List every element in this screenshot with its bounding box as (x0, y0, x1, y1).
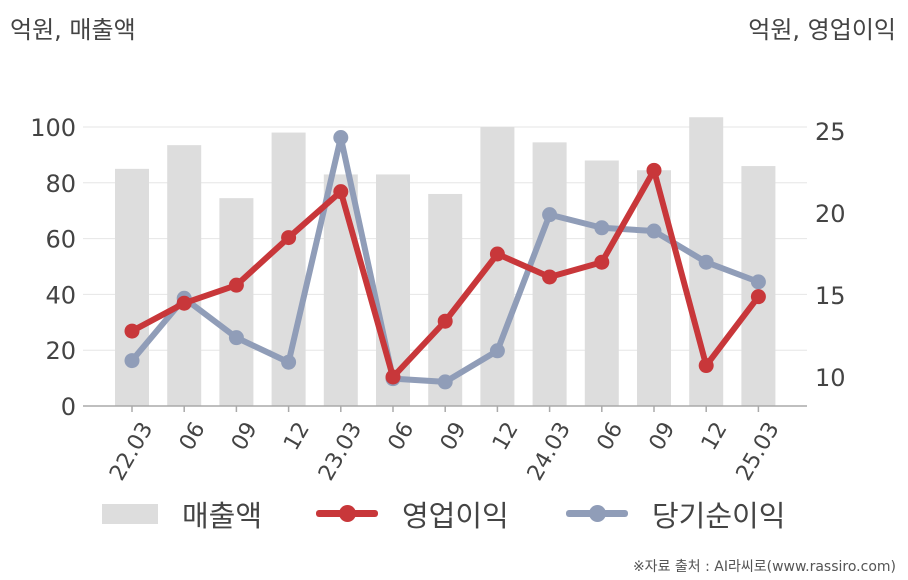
net-profit-point (333, 130, 349, 146)
legend-label-operating-profit: 영업이익 (402, 499, 509, 533)
legend-item-net-profit: 당기순이익 (566, 492, 785, 536)
source-note: ※자료 출처 : AI라씨로(www.rassiro.com) (632, 559, 896, 575)
operating-profit-point (750, 289, 766, 305)
operating-profit-point (333, 184, 349, 200)
right-axis-unit: 억원, 영업이익 (748, 16, 896, 44)
revenue-bar (584, 160, 619, 406)
revenue-bar (219, 198, 254, 406)
net-profit-point (228, 330, 244, 346)
legend-swatch-operating-profit (316, 504, 378, 524)
legend-item-revenue: 매출액 (102, 492, 262, 536)
left-axis-tick-label: 0 (61, 393, 76, 421)
net-profit-point (489, 343, 505, 359)
x-axis-tick-label: 12 (697, 418, 733, 455)
x-axis-tick-label: 09 (227, 418, 263, 455)
legend-item-operating-profit: 영업이익 (316, 492, 509, 536)
x-axis-tick-label: 09 (645, 418, 681, 455)
operating-profit-point (176, 295, 192, 311)
left-axis-tick-label: 80 (45, 170, 76, 198)
x-axis-tick-label: 22.03 (105, 418, 158, 485)
legend-swatch-net-profit (566, 504, 628, 524)
net-profit-point (750, 274, 766, 290)
x-axis-tick-label: 23.03 (314, 418, 367, 485)
revenue-bar (115, 168, 149, 406)
left-axis-tick-label: 60 (45, 226, 76, 254)
net-profit-point (542, 207, 558, 223)
x-axis-tick-label: 06 (175, 418, 211, 455)
net-profit-point (124, 353, 140, 369)
profit-lines (124, 130, 766, 390)
operating-profit-point (228, 277, 244, 293)
operating-profit-point (281, 230, 297, 246)
x-axis-tick-label: 06 (593, 418, 629, 455)
x-axis-tick-label: 06 (384, 418, 420, 455)
revenue-bar (428, 193, 463, 406)
legend-swatch-revenue (102, 504, 158, 524)
right-axis-tick-label: 25 (815, 118, 846, 146)
x-axis-tick-label: 12 (279, 418, 315, 455)
operating-profit-point (698, 358, 714, 374)
operating-profit-point (385, 369, 401, 385)
x-axis-tick-label: 25.03 (732, 418, 785, 485)
left-axis-unit: 억원, 매출액 (10, 16, 136, 44)
x-axis-tick-label: 09 (436, 418, 472, 455)
revenue-bar (167, 145, 202, 406)
revenue-bars (115, 117, 776, 407)
left-axis-tick-label: 40 (45, 281, 76, 309)
net-profit-point (646, 223, 662, 239)
left-axis-tick-label: 20 (45, 337, 76, 365)
operating-profit-point (594, 254, 610, 270)
operating-profit-point (437, 313, 453, 329)
right-axis-tick-label: 15 (815, 282, 846, 310)
legend-label-revenue: 매출액 (182, 499, 263, 533)
right-axis-tick-label: 20 (815, 200, 846, 228)
net-profit-point (281, 354, 297, 370)
net-profit-point (594, 220, 610, 236)
legend: 매출액 영업이익 당기순이익 (0, 492, 908, 536)
operating-profit-point (124, 323, 140, 339)
right-axis-tick-label: 10 (815, 364, 846, 392)
x-axis-tick-label: 24.03 (523, 418, 576, 485)
net-profit-point (698, 254, 714, 270)
operating-profit-point (542, 269, 558, 285)
operating-profit-point (646, 162, 662, 178)
legend-label-net-profit: 당기순이익 (652, 499, 786, 533)
operating-profit-point (489, 246, 505, 262)
left-axis-tick-label: 100 (30, 114, 76, 142)
revenue-bar (323, 174, 358, 406)
net-profit-point (437, 374, 453, 390)
axes (83, 405, 807, 412)
x-axis-tick-label: 12 (488, 418, 524, 455)
